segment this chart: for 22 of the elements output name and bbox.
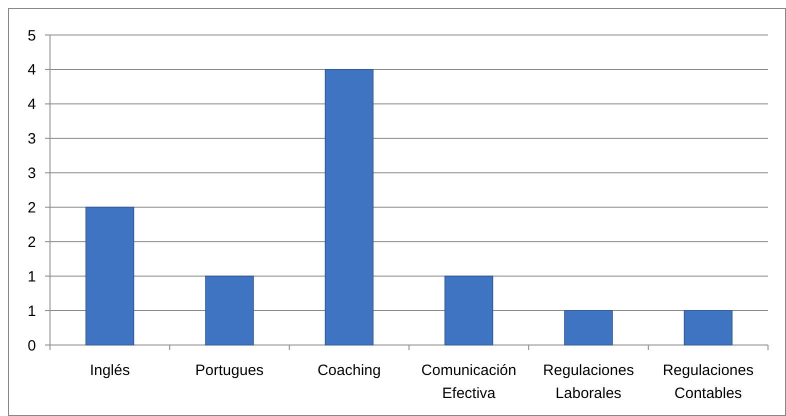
y-tick-label: 4 [28,96,36,114]
y-tick-label: 2 [28,234,36,251]
y-tick-label: 1 [28,302,36,320]
y-tick-label: 5 [28,27,36,44]
x-tick-label: Regulaciones Contables [662,362,754,402]
y-tick-label: 4 [28,62,36,79]
bar [684,310,732,346]
x-tick-label: Coaching [317,362,381,379]
x-tick-label: Comunicación Efectiva [421,362,516,402]
y-tick-label: 3 [28,165,36,182]
y-tick-label: 1 [28,268,36,286]
bar [205,276,254,346]
x-tick-label: Inglés [90,362,130,379]
bar [86,206,134,346]
x-tick-label: Regulaciones Laborales [543,362,634,402]
y-tick-label: 0 [28,337,36,354]
bar [444,276,494,346]
bar [324,69,374,346]
x-tick-label: Portugues [195,362,264,379]
bar [564,310,613,346]
y-tick-label: 3 [28,130,36,148]
y-tick-label: 2 [28,199,36,216]
